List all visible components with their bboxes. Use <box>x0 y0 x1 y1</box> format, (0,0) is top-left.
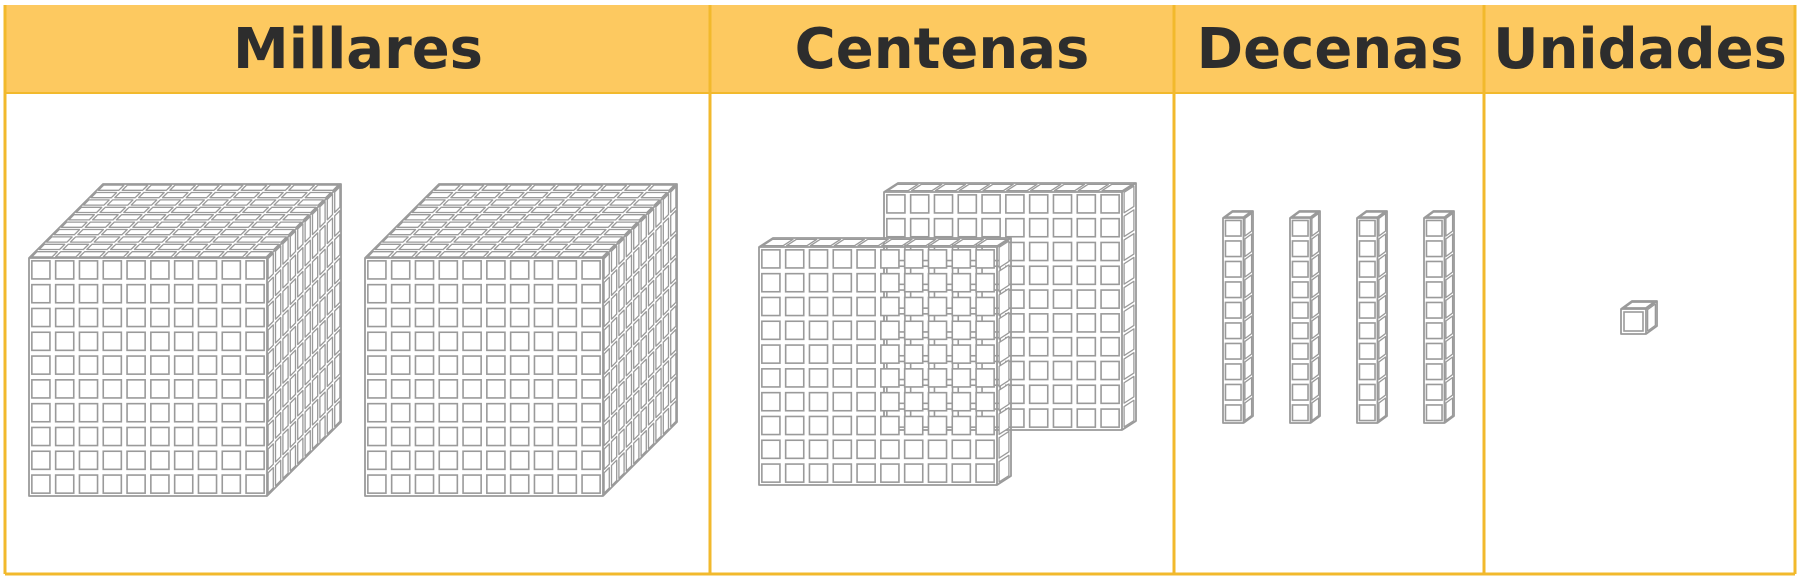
table-borders <box>3 5 1797 576</box>
ten-rod <box>1356 210 1388 424</box>
ten-rod <box>1423 210 1455 424</box>
hundred-blocks <box>758 182 1137 486</box>
hundred-flat <box>758 237 1012 486</box>
ten-rod <box>1222 210 1254 424</box>
ten-blocks <box>1222 210 1455 424</box>
thousand-cube <box>28 183 342 497</box>
header-band <box>5 5 1795 93</box>
ten-rod <box>1289 210 1321 424</box>
unit-cube <box>1620 300 1658 335</box>
unit-blocks <box>1620 300 1658 335</box>
column-title-unidades: Unidades <box>1493 17 1787 82</box>
column-title-decenas: Decenas <box>1197 17 1464 82</box>
column-title-millares: Millares <box>233 17 483 82</box>
thousand-blocks <box>28 183 678 497</box>
thousand-cube <box>364 183 678 497</box>
column-title-centenas: Centenas <box>795 17 1090 82</box>
